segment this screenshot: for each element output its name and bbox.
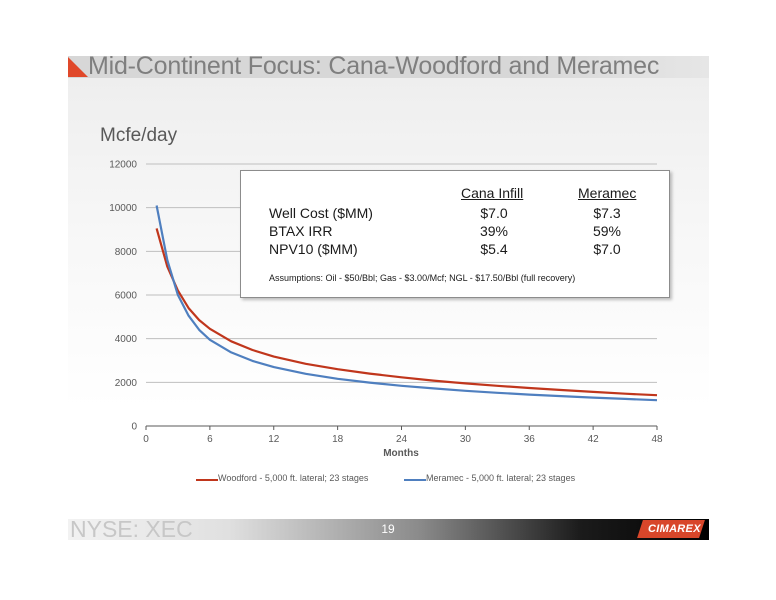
x-tick-label: 0: [143, 434, 149, 445]
y-tick-label: 6000: [115, 291, 138, 302]
x-tick-label: 42: [588, 434, 600, 445]
btax-irr-meramec: 59%: [592, 223, 622, 239]
y-tick-label: 10000: [109, 203, 137, 214]
npv10-meramec: $7.0: [593, 241, 621, 257]
chart-legend: Woodford - 5,000 ft. lateral; 23 stages …: [0, 472, 776, 488]
title-accent-triangle: [68, 57, 88, 77]
y-tick-label: 12000: [109, 160, 137, 171]
y-tick-label: 8000: [115, 247, 138, 258]
woodford-series-line: [155, 228, 658, 397]
assumptions-note: Assumptions: Oil - $50/Bbl; Gas - $3.00/…: [269, 273, 576, 283]
well-cost-cana: $7.0: [480, 205, 508, 221]
header-meramec: Meramec: [578, 185, 637, 201]
y-tick-label: 4000: [115, 334, 138, 345]
x-tick-label: 18: [332, 434, 344, 445]
x-tick-label: 36: [524, 434, 536, 445]
footer-ticker: NYSE: XEC: [70, 516, 193, 542]
axes: [145, 425, 658, 430]
x-axis-title: Months: [383, 448, 419, 459]
economics-table: Cana Infill Meramec Well Cost ($MM) $7.0…: [240, 170, 670, 298]
footer-bar: [68, 519, 709, 540]
x-tick-label: 30: [460, 434, 472, 445]
meramec-series-line: [155, 205, 658, 402]
tick-labels: 0 2000 4000 6000 8000 10000 12000 0 6 12 18 24 30 36 4…: [109, 160, 663, 446]
slide-title: Mid-Continent Focus: Cana-Woodford and M…: [88, 52, 660, 80]
series-lines: [155, 205, 658, 402]
well-cost-meramec: $7.3: [593, 205, 621, 221]
row-label-well-cost: Well Cost ($MM): [269, 205, 373, 221]
row-label-npv10: NPV10 ($MM): [269, 241, 358, 257]
page-number: 19: [381, 522, 395, 536]
btax-irr-cana: 39%: [479, 223, 509, 239]
x-tick-label: 12: [268, 434, 280, 445]
legend-swatch-woodford: [196, 479, 218, 481]
y-tick-label: 0: [131, 422, 137, 433]
company-logo-text: CIMAREX: [648, 523, 701, 535]
x-tick-label: 48: [651, 434, 663, 445]
title-bar: [68, 56, 709, 78]
npv10-cana: $5.4: [480, 241, 508, 257]
x-tick-label: 6: [207, 434, 213, 445]
y-unit-label: Mcfe/day: [100, 125, 178, 146]
legend-label-meramec: Meramec - 5,000 ft. lateral; 23 stages: [426, 473, 576, 483]
y-tick-label: 2000: [115, 378, 138, 389]
row-label-btax-irr: BTAX IRR: [269, 223, 333, 239]
x-tick-label: 24: [396, 434, 408, 445]
legend-swatch-meramec: [404, 479, 426, 481]
legend-label-woodford: Woodford - 5,000 ft. lateral; 23 stages: [218, 473, 369, 483]
header-cana-infill: Cana Infill: [461, 185, 524, 201]
